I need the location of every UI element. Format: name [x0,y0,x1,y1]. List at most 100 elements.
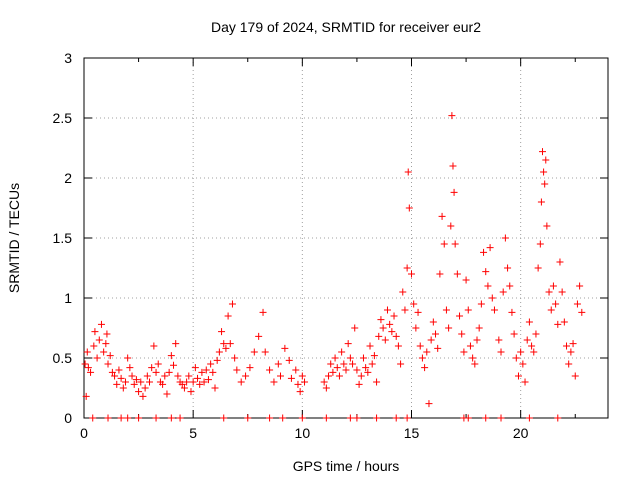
data-point [198,368,206,376]
x-axis-label: GPS time / hours [293,458,400,474]
data-point [497,348,505,356]
data-point [429,318,437,326]
x-tick-label: 15 [404,425,420,441]
data-point [346,354,354,362]
data-point [218,328,226,336]
zero-data-point [135,414,143,422]
data-point [447,222,455,230]
data-point [532,330,540,338]
data-point [342,366,350,374]
data-point [100,348,108,356]
data-point [512,354,520,362]
y-tick-label: 1.5 [53,230,73,246]
data-point [362,364,370,372]
zero-data-point [554,414,562,422]
data-point [139,392,147,400]
data-point [556,258,564,266]
data-point [233,366,241,374]
data-point [552,300,560,308]
data-point [366,342,374,350]
data-point [495,336,503,344]
data-point [209,368,217,376]
zero-data-point [392,414,400,422]
data-point [185,372,193,380]
data-point [281,344,289,352]
y-tick-label: 2.5 [53,110,73,126]
zero-data-point [525,414,533,422]
data-point [117,374,125,382]
data-point [277,372,284,380]
data-point [111,372,119,380]
data-point [83,348,91,356]
data-point [377,316,385,324]
data-point [340,360,348,368]
data-point [84,364,92,372]
data-point [510,330,518,338]
data-point [95,336,103,344]
zero-data-point [346,414,354,422]
data-point [331,354,339,362]
data-point [383,306,391,314]
data-point [560,318,568,326]
data-point [490,306,498,314]
data-point [287,374,295,382]
zero-data-point [266,414,274,422]
data-point [501,234,509,242]
data-point [141,384,149,392]
zero-data-point [482,414,490,422]
data-point [390,312,398,320]
data-point [296,388,304,396]
data-point [103,330,111,338]
data-point [161,372,169,380]
zero-data-point [104,414,112,422]
data-point [231,354,239,362]
data-point [294,380,302,388]
data-point [128,372,136,380]
data-point [504,264,512,272]
data-point [421,364,429,372]
data-point [399,288,407,296]
x-tick-label: 20 [513,425,529,441]
data-point [172,340,180,348]
data-point [506,282,514,290]
data-point [250,348,258,356]
data-point [102,340,110,348]
data-point [445,324,453,332]
data-point [167,352,175,360]
data-point [338,348,346,356]
data-point [215,348,223,356]
data-point [379,324,387,332]
data-point [285,356,293,364]
zero-data-point [117,414,125,422]
zero-data-point [279,414,287,422]
zero-data-point [124,414,132,422]
data-point [425,400,433,408]
data-point [200,378,208,386]
data-point [163,390,171,398]
data-point [388,328,396,336]
data-point [174,372,182,380]
data-point [261,348,269,356]
data-point [246,364,254,372]
data-point [349,360,357,368]
y-tick-label: 0.5 [53,350,73,366]
data-point [135,388,143,396]
data-point [189,378,197,386]
data-point [270,378,278,386]
data-point [438,212,446,220]
data-point [432,330,440,338]
data-point [327,360,335,368]
data-point [333,364,341,372]
data-point [451,240,459,248]
data-point [226,340,234,348]
data-point [357,372,365,380]
data-point [578,308,586,316]
data-point [119,384,127,392]
data-point [194,374,202,382]
data-point [416,342,424,350]
zero-data-point [176,414,184,422]
data-point [81,360,89,368]
data-point [359,354,367,362]
data-point [370,352,378,360]
